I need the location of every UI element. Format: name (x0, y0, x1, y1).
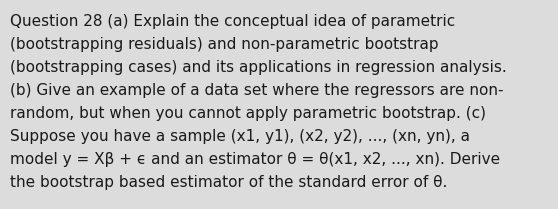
Text: (b) Give an example of a data set where the regressors are non-: (b) Give an example of a data set where … (10, 83, 503, 98)
Text: Suppose you have a sample (x1, y1), (x2, y2), ..., (xn, yn), a: Suppose you have a sample (x1, y1), (x2,… (10, 129, 470, 144)
Text: (bootstrapping cases) and its applications in regression analysis.: (bootstrapping cases) and its applicatio… (10, 60, 507, 75)
Text: random, but when you cannot apply parametric bootstrap. (c): random, but when you cannot apply parame… (10, 106, 486, 121)
Text: Question 28 (a) Explain the conceptual idea of parametric: Question 28 (a) Explain the conceptual i… (10, 14, 455, 29)
Text: (bootstrapping residuals) and non-parametric bootstrap: (bootstrapping residuals) and non-parame… (10, 37, 439, 52)
Text: model y = Xβ + ϵ and an estimator θ = θ(x1, x2, ..., xn). Derive: model y = Xβ + ϵ and an estimator θ = θ(… (10, 152, 500, 167)
Text: the bootstrap based estimator of the standard error of θ.: the bootstrap based estimator of the sta… (10, 175, 448, 190)
